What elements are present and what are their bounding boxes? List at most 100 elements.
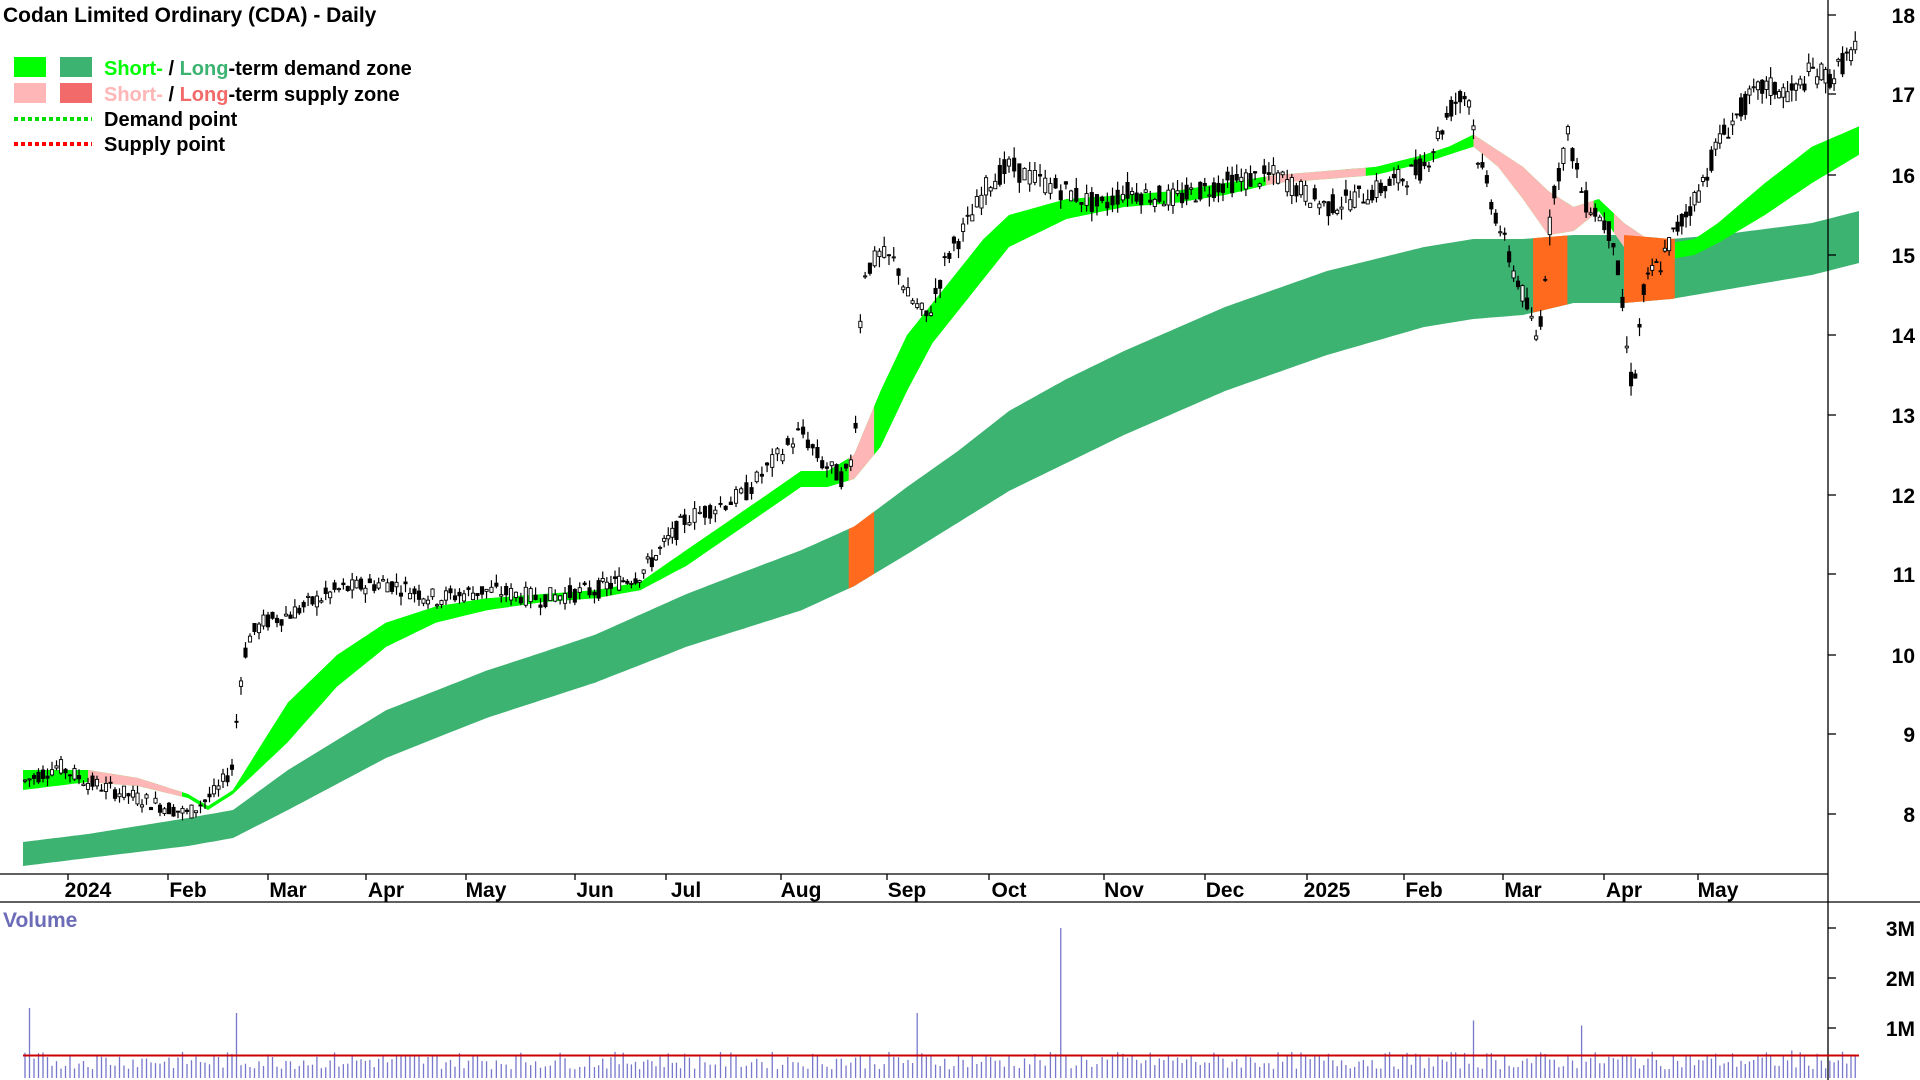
candle-body bbox=[466, 587, 471, 590]
candle-body bbox=[376, 582, 381, 589]
candle-body bbox=[247, 635, 253, 643]
candle bbox=[805, 431, 810, 451]
candle bbox=[988, 185, 993, 197]
candle bbox=[288, 611, 293, 619]
candle bbox=[1730, 112, 1735, 135]
candle-body bbox=[682, 514, 687, 525]
candle bbox=[1356, 185, 1362, 198]
candle bbox=[439, 599, 444, 609]
candle bbox=[1772, 81, 1777, 100]
candle bbox=[297, 605, 302, 616]
candle bbox=[759, 466, 764, 484]
candle-body bbox=[1466, 100, 1472, 108]
candle-body bbox=[910, 300, 915, 304]
candle bbox=[1335, 208, 1340, 216]
candle bbox=[829, 461, 834, 474]
candle bbox=[608, 575, 613, 596]
candle-body bbox=[1480, 162, 1485, 168]
candle bbox=[484, 588, 489, 599]
candle bbox=[1012, 147, 1017, 178]
candle bbox=[577, 582, 582, 600]
candle-body bbox=[901, 286, 906, 291]
candle bbox=[1529, 307, 1534, 321]
candle-body bbox=[1802, 83, 1807, 91]
candle bbox=[1471, 119, 1476, 140]
candle-body bbox=[1717, 133, 1722, 144]
candle-body bbox=[1125, 182, 1130, 199]
price-axis: 8 9 10 11 12 13 14 15 16 17 18 bbox=[1828, 5, 1915, 827]
price-tick-label: 11 bbox=[1893, 564, 1916, 587]
candle-body bbox=[785, 438, 790, 445]
candle bbox=[1565, 124, 1570, 141]
candle bbox=[345, 585, 350, 592]
candle-body bbox=[63, 768, 68, 774]
candle bbox=[421, 597, 426, 607]
candle-body bbox=[1772, 82, 1777, 95]
time-tick-label: Oct bbox=[991, 879, 1026, 902]
candle bbox=[592, 589, 597, 604]
candle bbox=[198, 800, 203, 814]
candle bbox=[872, 246, 877, 268]
price-tick-label: 9 bbox=[1903, 724, 1915, 747]
candle bbox=[820, 456, 825, 470]
time-tick-label: May bbox=[466, 879, 507, 902]
candle bbox=[1667, 237, 1672, 256]
candle-body bbox=[412, 588, 417, 595]
price-tick-label: 8 bbox=[1903, 804, 1915, 827]
candle-body bbox=[1709, 149, 1714, 171]
candle bbox=[1789, 75, 1794, 102]
candle bbox=[1449, 96, 1454, 122]
candle-body bbox=[1493, 212, 1498, 224]
candle bbox=[1180, 182, 1185, 208]
candle-body bbox=[22, 779, 28, 782]
legend-demand-sep: / bbox=[163, 58, 180, 80]
candle-body bbox=[1547, 216, 1552, 236]
candle-body bbox=[162, 808, 167, 814]
candle-body bbox=[718, 503, 723, 505]
candle bbox=[1611, 242, 1616, 256]
legend-supply-long: Long bbox=[180, 84, 229, 106]
candle-body bbox=[1027, 170, 1032, 185]
candle bbox=[587, 580, 592, 598]
candle bbox=[1298, 179, 1304, 198]
candle-body bbox=[103, 782, 109, 792]
candle-body bbox=[1645, 272, 1651, 275]
candle-body bbox=[1326, 201, 1331, 217]
candle bbox=[103, 776, 109, 800]
candle-body bbox=[886, 254, 892, 257]
candle-body bbox=[398, 592, 404, 597]
candle-body bbox=[1823, 69, 1828, 84]
candle-body bbox=[1570, 148, 1575, 162]
candle-body bbox=[1502, 232, 1507, 235]
price-tick-label: 15 bbox=[1892, 245, 1916, 268]
candle bbox=[336, 587, 342, 593]
candle bbox=[457, 588, 462, 604]
candle-body bbox=[1819, 63, 1824, 81]
candle bbox=[121, 785, 127, 801]
candle bbox=[744, 474, 749, 501]
candle-body bbox=[645, 556, 650, 560]
time-tick-label: Sep bbox=[888, 879, 927, 902]
candle-body bbox=[1471, 125, 1476, 131]
candle-body bbox=[135, 792, 140, 805]
candle-body bbox=[1574, 163, 1580, 170]
candle-body bbox=[193, 810, 199, 814]
candle-body bbox=[1705, 176, 1710, 181]
candle bbox=[189, 804, 194, 819]
candle-body bbox=[858, 320, 863, 329]
candle bbox=[416, 584, 422, 606]
candle-body bbox=[600, 578, 605, 582]
candle bbox=[919, 302, 924, 316]
candle-body bbox=[1524, 297, 1530, 310]
candle-body bbox=[1511, 270, 1516, 279]
candle-body bbox=[328, 591, 333, 599]
candle bbox=[166, 801, 172, 815]
candle-body bbox=[834, 464, 839, 481]
candle bbox=[1063, 181, 1068, 190]
candle bbox=[844, 463, 849, 472]
candle-body bbox=[1654, 261, 1659, 264]
candle-body bbox=[702, 506, 708, 518]
candle-body bbox=[99, 789, 104, 792]
candle-body bbox=[1534, 335, 1539, 340]
